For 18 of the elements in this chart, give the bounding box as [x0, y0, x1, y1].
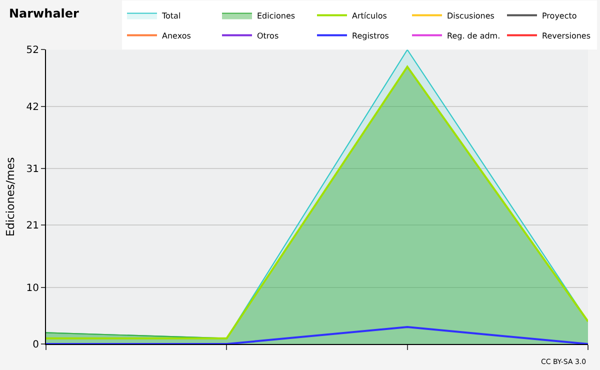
y-tick-label: 31	[26, 164, 39, 176]
legend-label: Proyecto	[542, 11, 577, 20]
legend-label: Artículos	[352, 11, 387, 20]
y-tick-label: 52	[26, 45, 39, 56]
legend-label: Registros	[352, 31, 389, 40]
legend-label: Reg. de adm.	[447, 31, 500, 40]
chart-title: Narwhaler	[9, 6, 80, 21]
y-tick-label: 0	[32, 340, 39, 350]
legend-label: Total	[161, 11, 181, 20]
legend-label: Otros	[257, 31, 279, 40]
legend-label: Reversiones	[542, 31, 591, 40]
legend-label: Discusiones	[447, 11, 494, 20]
y-axis-title: Ediciones/mes	[4, 156, 17, 236]
y-tick-label: 42	[26, 102, 39, 113]
legend-label: Ediciones	[257, 11, 296, 20]
y-tick-label: 21	[26, 220, 39, 232]
y-tick-label: 10	[26, 282, 39, 294]
legend-label: Anexos	[162, 31, 191, 40]
